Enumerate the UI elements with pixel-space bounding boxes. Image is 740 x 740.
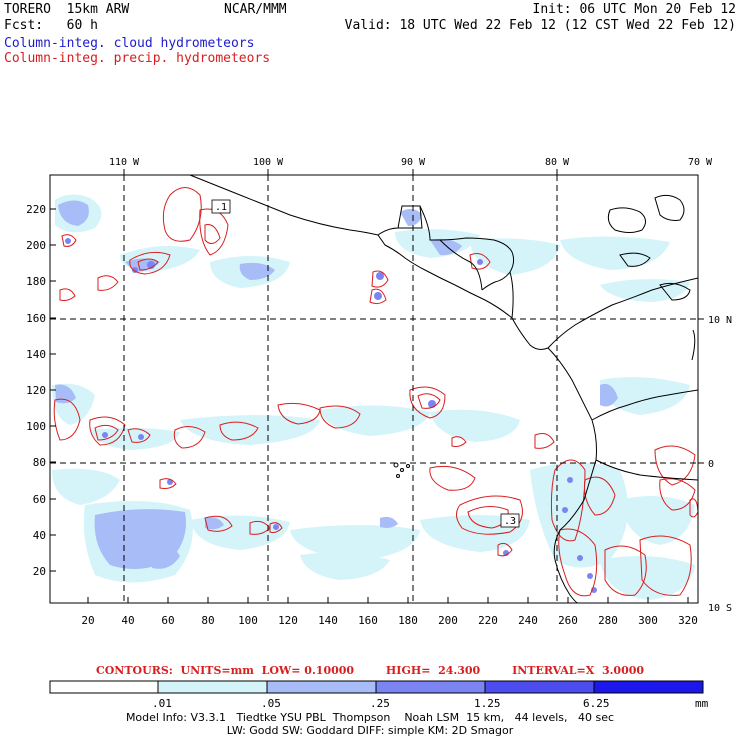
lat-label: 10 N — [708, 315, 732, 326]
y-tick-label: 140 — [26, 348, 46, 361]
x-tick-label: 300 — [638, 614, 658, 627]
plot-frame — [49, 174, 699, 604]
x-tick-label: 40 — [121, 614, 134, 627]
y-tick-label: 120 — [26, 384, 46, 397]
x-tick-label: 140 — [318, 614, 338, 627]
colorbar-tick: .01 — [152, 697, 172, 710]
colorbar-tick: 1.25 — [474, 697, 501, 710]
y-tick-label: 20 — [33, 565, 46, 578]
contour-units: CONTOURS: UNITS=mm LOW= 0.10000 — [95, 664, 355, 677]
field-precip-label: Column-integ. precip. hydrometeors — [4, 51, 271, 66]
lat-label: 0 — [708, 459, 714, 470]
contour-high: HIGH= 24.300 — [385, 664, 481, 677]
cloud-hydrometeor-mid — [55, 200, 618, 569]
lon-label: 90 W — [401, 157, 426, 168]
y-tick-label: 220 — [26, 203, 46, 216]
y-tick-label: 100 — [26, 420, 46, 433]
colorbar-tick: .25 — [370, 697, 390, 710]
tick-marks — [50, 169, 704, 603]
lon-label: 70 W — [688, 157, 713, 168]
x-tick-label: 200 — [438, 614, 458, 627]
lon-label: 110 W — [109, 157, 140, 168]
contour-interval: INTERVAL=X 3.0000 — [512, 664, 645, 677]
x-tick-label: 180 — [398, 614, 418, 627]
model-title: TORERO 15km ARW — [4, 2, 130, 17]
x-tick-label: 100 — [238, 614, 258, 627]
colorbar-tick: 6.25 — [583, 697, 610, 710]
y-tick-label: 200 — [26, 239, 46, 252]
x-tick-label: 120 — [278, 614, 298, 627]
contour-label: .3 — [504, 516, 516, 527]
x-tick-label: 160 — [358, 614, 378, 627]
colorbar-unit: mm — [695, 697, 709, 710]
x-tick-label: 20 — [81, 614, 94, 627]
x-tick-label: 240 — [518, 614, 538, 627]
x-tick-label: 320 — [678, 614, 698, 627]
x-tick-label: 60 — [161, 614, 174, 627]
coastlines — [189, 174, 699, 604]
colorbar-tick: .05 — [261, 697, 281, 710]
lat-lon-grid — [50, 175, 698, 603]
y-tick-label: 80 — [33, 456, 46, 469]
contour-label: .1 — [215, 202, 227, 213]
valid-time: Valid: 18 UTC Wed 22 Feb 12 (12 CST Wed … — [344, 18, 736, 33]
init-time: Init: 06 UTC Mon 20 Feb 12 — [532, 2, 737, 17]
x-tick-label: 220 — [478, 614, 498, 627]
lon-label: 100 W — [253, 157, 284, 168]
contour-info: CONTOURS: UNITS=mm LOW= 0.10000 HIGH= 24… — [0, 664, 740, 677]
lat-label: 10 S — [708, 603, 732, 614]
x-tick-label: 260 — [558, 614, 578, 627]
y-tick-label: 160 — [26, 312, 46, 325]
model-info-line1: Model Info: V3.3.1 Tiedtke YSU PBL Thomp… — [125, 711, 615, 724]
field-cloud-label: Column-integ. cloud hydrometeors — [4, 36, 255, 51]
y-tick-label: 180 — [26, 275, 46, 288]
y-tick-label: 40 — [33, 529, 46, 542]
model-info-line2: LW: Godd SW: Goddard DIFF: simple KM: 2D… — [226, 724, 514, 737]
contour-labels: .1 .3 — [211, 199, 520, 528]
x-tick-label: 280 — [598, 614, 618, 627]
y-tick-label: 60 — [33, 493, 46, 506]
organization-label: NCAR/MMM — [224, 2, 287, 17]
lon-label: 80 W — [545, 157, 570, 168]
forecast-hour: Fcst: 60 h — [4, 18, 98, 33]
color-bar — [49, 680, 704, 694]
x-tick-label: 80 — [201, 614, 214, 627]
